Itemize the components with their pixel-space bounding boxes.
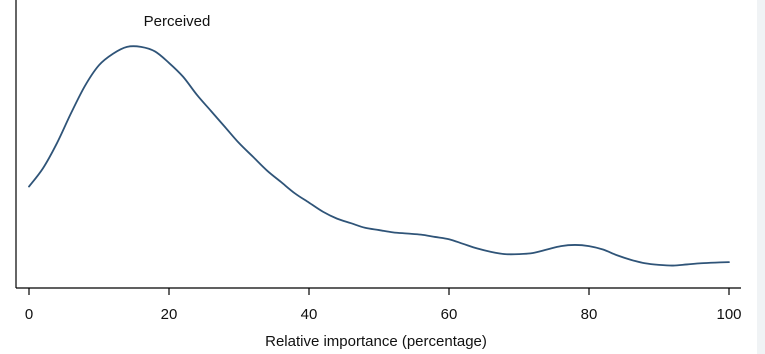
series-label-perceived: Perceived (144, 13, 211, 30)
x-axis-title: Relative importance (percentage) (265, 333, 487, 350)
side-strip (757, 0, 765, 354)
series-line-perceived (28, 45, 730, 267)
x-tick-label-100: 100 (716, 306, 741, 323)
x-tick-label-0: 0 (25, 306, 33, 323)
x-tick-label-20: 20 (161, 306, 178, 323)
x-tick-label-80: 80 (581, 306, 598, 323)
x-tick-label-40: 40 (301, 306, 318, 323)
x-axis-ticks (28, 288, 730, 295)
x-tick-label-60: 60 (441, 306, 458, 323)
x-axis-tick-labels: 0 20 40 60 80 100 (25, 306, 742, 323)
